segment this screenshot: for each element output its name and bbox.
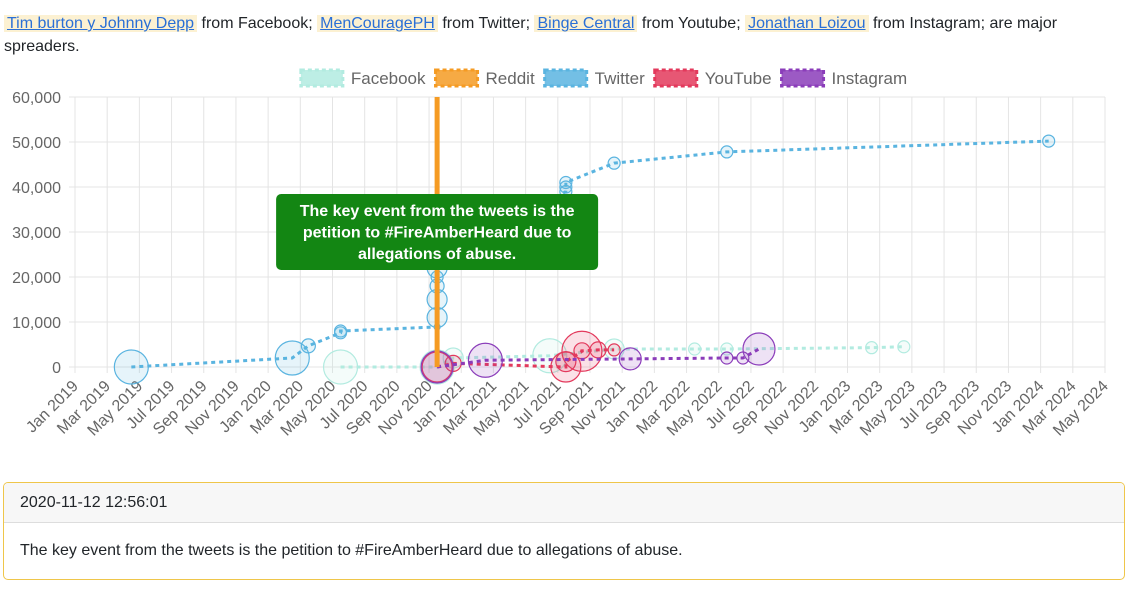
y-tick-label: 60,000 [12,90,61,107]
spreader-platform: from Facebook; [201,15,313,32]
bubble [113,349,149,385]
bubble [559,175,573,190]
event-text: petition to #FireAmberHeard due to [303,225,572,242]
bubble [532,338,568,374]
legend-label: YouTube [705,69,772,88]
y-tick-label: 40,000 [12,180,61,197]
spreader-platform: from Youtube; [641,15,741,32]
y-tick-label: 10,000 [12,315,61,332]
legend-label: Twitter [595,69,645,88]
spreader-link[interactable]: MenCouragePH [317,15,438,32]
series-line [436,347,760,369]
bubble [333,324,348,338]
bubble [467,342,503,378]
event-box [276,194,599,270]
legend: Facebook Reddit Twitter YouTube Instagram [299,68,908,88]
bubble [573,342,591,360]
bubble [555,351,577,373]
spreader-link[interactable]: Tim burton y Johnny Depp [4,15,198,32]
spreader-link[interactable]: Jonathan Loizou [745,15,869,32]
spreader-platform: from Instagram; [872,15,986,32]
card-body: The key event from the tweets is the pet… [20,542,683,559]
bubble [865,341,879,355]
legend-label: Reddit [486,69,535,88]
event-card: 2020-11-12 12:56:01 The key event from t… [3,482,1125,580]
y-tick-label: 0 [52,360,61,377]
bubble [618,347,642,371]
bubble [688,342,702,356]
legend-swatch [780,68,826,88]
bubble [300,338,316,354]
spreader-link[interactable]: Binge Central [534,15,638,32]
chart: 010,00020,00030,00040,00050,00060,000Jan… [12,68,1112,440]
bubble [589,341,607,359]
bubble [607,343,621,357]
bubble [559,180,573,194]
bubble [742,332,776,366]
legend-swatch [653,68,699,88]
bubble [607,156,621,170]
bubble [720,351,734,365]
event-text: The key event from the tweets is the [300,203,575,220]
spreader-platform: from Twitter; [442,15,531,32]
bubble [561,330,603,372]
bubble [1042,134,1056,148]
y-tick-label: 20,000 [12,270,61,287]
legend-label: Instagram [832,69,908,88]
y-tick-label: 30,000 [12,225,61,242]
legend-label: Facebook [351,69,426,88]
bubble [720,145,734,159]
spreaders-text: Tim burton y Johnny Depp from Facebook; … [4,12,1114,58]
bubble [897,340,911,354]
y-tick-label: 50,000 [12,135,61,152]
spreader-tail: are major spreaders. [4,15,1058,55]
legend-swatch [543,68,589,88]
bubble [720,342,734,356]
legend-swatch [299,68,345,88]
legend-swatch [434,68,480,88]
card-header: 2020-11-12 12:56:01 [4,483,1124,523]
bubble [322,349,359,385]
bubble [274,340,310,376]
event-text: allegations of abuse. [358,246,516,263]
